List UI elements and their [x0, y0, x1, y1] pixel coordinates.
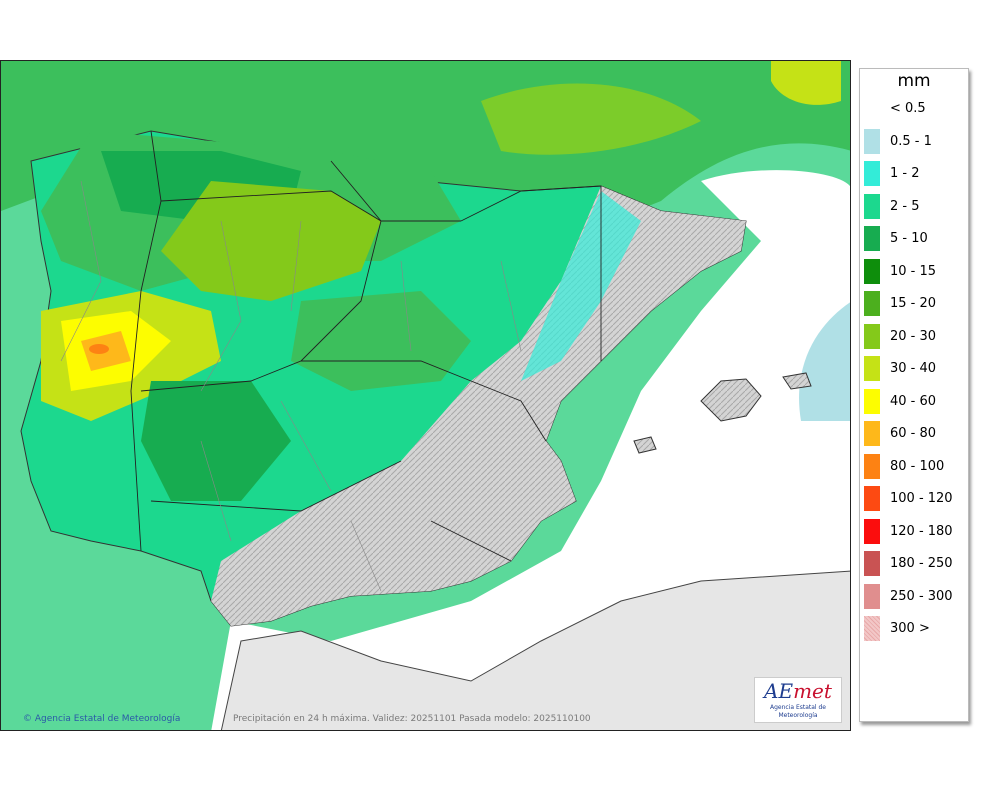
precipitation-map[interactable]: © Agencia Estatal de Meteorología Precip… — [0, 60, 851, 731]
west-peak-core — [89, 344, 109, 354]
legend-swatch — [864, 518, 880, 544]
legend-label: 80 - 100 — [890, 458, 945, 474]
legend-swatch — [864, 96, 880, 121]
legend-item: 300 > — [864, 616, 964, 642]
legend-label: 0.5 - 1 — [890, 133, 932, 149]
legend-label: 20 - 30 — [890, 328, 937, 344]
aemet-logo-ae: AE — [764, 679, 794, 703]
map-caption: Precipitación en 24 h máxima. Validez: 2… — [233, 714, 591, 724]
legend-swatch — [864, 193, 880, 219]
north-africa — [220, 570, 850, 730]
legend-swatch — [864, 356, 880, 381]
legend-item: 250 - 300 — [864, 583, 964, 610]
map-credit-text: Agencia Estatal de Meteorología — [34, 714, 181, 724]
legend-label: 40 - 60 — [890, 393, 937, 409]
legend-label: 5 - 10 — [890, 231, 928, 246]
legend-swatch — [864, 453, 880, 479]
legend-label: 15 - 20 — [890, 296, 937, 311]
aemet-logo-met: met — [793, 679, 832, 703]
legend-label: 30 - 40 — [890, 361, 937, 376]
legend-swatch — [864, 616, 880, 641]
legend-swatch — [864, 421, 880, 446]
legend-item: 5 - 10 — [864, 226, 964, 252]
mallorca — [700, 378, 762, 422]
legend-swatch — [864, 128, 880, 154]
legend-item: 120 - 180 — [864, 518, 964, 545]
legend-swatch — [864, 291, 880, 316]
ibiza — [633, 436, 657, 454]
biscay-precip — [481, 83, 701, 155]
aemet-logo-sub: Agencia Estatal de Meteorología — [769, 704, 826, 719]
menorca — [782, 372, 812, 390]
legend-label: 300 > — [890, 621, 930, 636]
legend-label: 250 - 300 — [890, 588, 953, 604]
legend-item: 1 - 2 — [864, 161, 964, 187]
precipitation-legend: mm < 0.5 0.5 - 1 1 - 2 2 - 5 5 - 10 10 - 15 15… — [859, 68, 969, 722]
legend-item: 15 - 20 — [864, 291, 964, 317]
legend-item: 2 - 5 — [864, 193, 964, 220]
legend-label: 100 - 120 — [890, 491, 953, 506]
legend-item: 180 - 250 — [864, 551, 964, 577]
province-borders — [60, 180, 522, 592]
aemet-logo-word: AEmet — [755, 678, 841, 704]
legend-label: 60 - 80 — [890, 426, 937, 441]
legend-item: 10 - 15 — [864, 258, 964, 285]
legend-item: 40 - 60 — [864, 388, 964, 415]
legend-item: 80 - 100 — [864, 453, 964, 480]
legend-item: 0.5 - 1 — [864, 128, 964, 155]
dry-relief-area — [211, 186, 746, 626]
ne-precip — [771, 61, 841, 105]
legend-label: 1 - 2 — [890, 166, 920, 181]
legend-swatch — [864, 486, 880, 511]
legend-unit: mm — [897, 71, 931, 91]
legend-swatch — [864, 161, 880, 186]
legend-label: 2 - 5 — [890, 198, 920, 214]
central-precip-zone — [291, 291, 471, 391]
legend-swatch — [864, 583, 880, 609]
central-north-precip-zone — [161, 181, 381, 301]
east-sea-light-precip — [799, 302, 850, 421]
legend-label: < 0.5 — [890, 101, 926, 116]
legend-item: 30 - 40 — [864, 356, 964, 382]
legend-item: < 0.5 — [864, 96, 964, 122]
legend-item: 20 - 30 — [864, 323, 964, 350]
legend-swatch — [864, 258, 880, 284]
northeast-light-precip — [521, 191, 641, 381]
southwest-precip-zone — [141, 381, 291, 501]
legend-item: 60 - 80 — [864, 421, 964, 447]
map-credit[interactable]: © Agencia Estatal de Meteorología — [23, 714, 181, 724]
legend-swatch — [864, 388, 880, 414]
legend-swatch — [864, 226, 880, 251]
map-canvas — [1, 61, 850, 730]
region-borders — [130, 130, 602, 562]
legend-label: 10 - 15 — [890, 263, 937, 279]
legend-label: 120 - 180 — [890, 523, 953, 539]
legend-swatch — [864, 551, 880, 576]
legend-swatch — [864, 323, 880, 349]
legend-item: 100 - 120 — [864, 486, 964, 512]
aemet-logo: AEmet Agencia Estatal de Meteorología — [754, 677, 842, 723]
legend-label: 180 - 250 — [890, 556, 953, 571]
